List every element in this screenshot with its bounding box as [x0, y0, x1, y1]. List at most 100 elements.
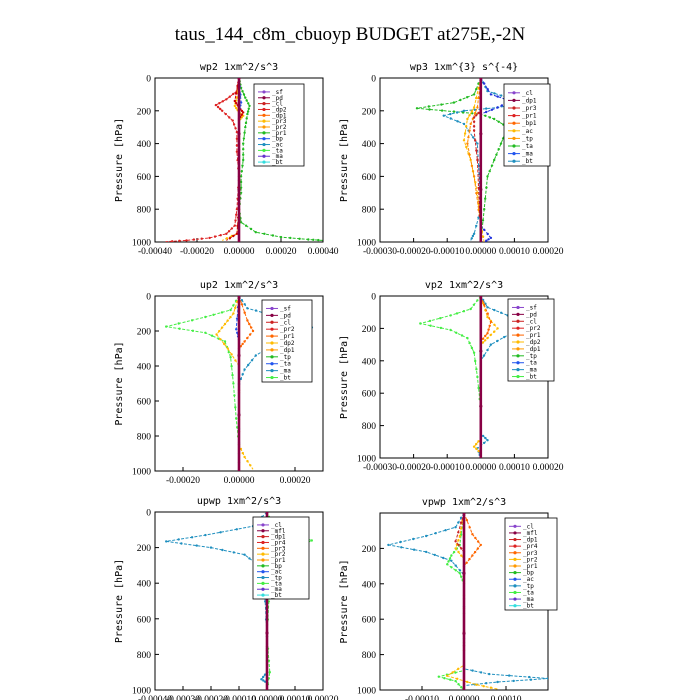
data-point	[483, 303, 486, 306]
data-point	[449, 328, 452, 332]
data-point	[317, 238, 320, 242]
data-point	[457, 521, 460, 524]
series-line	[463, 513, 482, 690]
legend-marker	[270, 313, 274, 317]
data-point	[452, 550, 456, 554]
legend-marker	[262, 131, 266, 135]
data-point	[225, 237, 229, 240]
data-point	[307, 238, 310, 241]
panel-title: up2 1xm^2/s^3	[200, 280, 278, 291]
data-point	[234, 406, 237, 409]
x-tick-label: 0.00020	[266, 247, 297, 257]
legend-marker	[512, 136, 516, 140]
legend-entry: _tp	[523, 583, 534, 590]
legend-entry: _pr3	[271, 545, 286, 552]
data-point	[449, 112, 452, 116]
data-point	[254, 231, 257, 234]
data-point	[440, 103, 443, 106]
data-point	[218, 329, 221, 333]
data-point	[477, 186, 480, 190]
data-point	[486, 232, 489, 236]
x-tick-label: -0.00010	[405, 695, 439, 700]
x-tick-label: -0.00010	[430, 463, 464, 473]
data-point	[250, 359, 254, 362]
data-point	[476, 142, 479, 145]
data-point	[224, 112, 227, 116]
legend-entry: _bt	[272, 159, 283, 166]
series-line	[438, 513, 465, 690]
data-point	[208, 236, 211, 240]
data-point	[235, 528, 238, 531]
data-point	[240, 170, 243, 173]
legend-marker	[516, 347, 520, 351]
data-point	[473, 550, 477, 554]
data-point	[454, 679, 457, 683]
data-point	[399, 540, 402, 544]
data-point	[428, 319, 432, 323]
data-point	[460, 575, 463, 578]
data-point	[467, 136, 470, 139]
data-point	[232, 234, 235, 238]
data-point	[229, 315, 232, 319]
data-point	[489, 236, 493, 240]
data-point	[220, 311, 224, 314]
legend-marker	[262, 137, 266, 141]
data-point	[251, 329, 255, 333]
data-point	[425, 550, 428, 554]
data-point	[476, 106, 479, 109]
data-point	[232, 551, 235, 554]
data-point	[483, 228, 486, 231]
data-point	[248, 557, 251, 560]
data-point	[472, 129, 476, 132]
y-tick-label: 1000	[357, 455, 376, 465]
data-point	[223, 340, 227, 343]
data-point	[499, 142, 503, 145]
data-point	[433, 553, 436, 557]
data-point	[248, 322, 251, 326]
data-point	[235, 208, 239, 211]
y-tick-label: 200	[362, 545, 377, 555]
legend-marker	[261, 546, 265, 550]
legend-entry: _bt	[526, 374, 537, 381]
legend-marker	[513, 524, 517, 528]
legend-marker	[261, 564, 265, 568]
legend-entry: _ta	[523, 589, 534, 596]
data-point	[263, 673, 267, 676]
legend-entry: _ac	[523, 576, 534, 583]
data-point	[456, 677, 459, 680]
data-point	[248, 333, 252, 336]
data-point	[312, 238, 315, 241]
data-point	[219, 234, 222, 237]
x-tick-label: 0.00020	[280, 476, 311, 486]
legend-entry: _dp1	[526, 346, 541, 353]
data-point	[476, 547, 480, 550]
data-point	[244, 126, 247, 129]
legend-marker	[270, 348, 274, 352]
legend-entry: _pr2	[526, 325, 541, 332]
data-point	[462, 139, 466, 142]
legend-entry: _dp2	[272, 106, 287, 113]
data-point	[454, 540, 457, 543]
data-point	[242, 142, 245, 145]
plot-area	[387, 513, 548, 690]
data-point	[235, 96, 239, 99]
legend-marker	[513, 584, 517, 588]
data-point	[460, 547, 463, 550]
y-tick-label: 200	[362, 325, 377, 335]
data-point	[454, 671, 457, 674]
data-point	[472, 116, 476, 119]
data-point	[260, 678, 263, 681]
legend-entry: _pr1	[271, 557, 286, 564]
x-tick-label: 0.00010	[280, 695, 311, 700]
y-axis-label: Pressure [hPa]	[339, 335, 350, 419]
legend-entry: _cl	[526, 318, 537, 325]
data-point	[493, 92, 496, 95]
data-point	[466, 96, 469, 99]
plot-area	[415, 78, 529, 242]
y-tick-label: 1000	[132, 687, 151, 697]
data-point	[185, 239, 188, 242]
data-point	[468, 114, 471, 117]
legend-marker	[516, 305, 520, 310]
data-point	[479, 78, 483, 80]
data-point	[454, 547, 457, 550]
